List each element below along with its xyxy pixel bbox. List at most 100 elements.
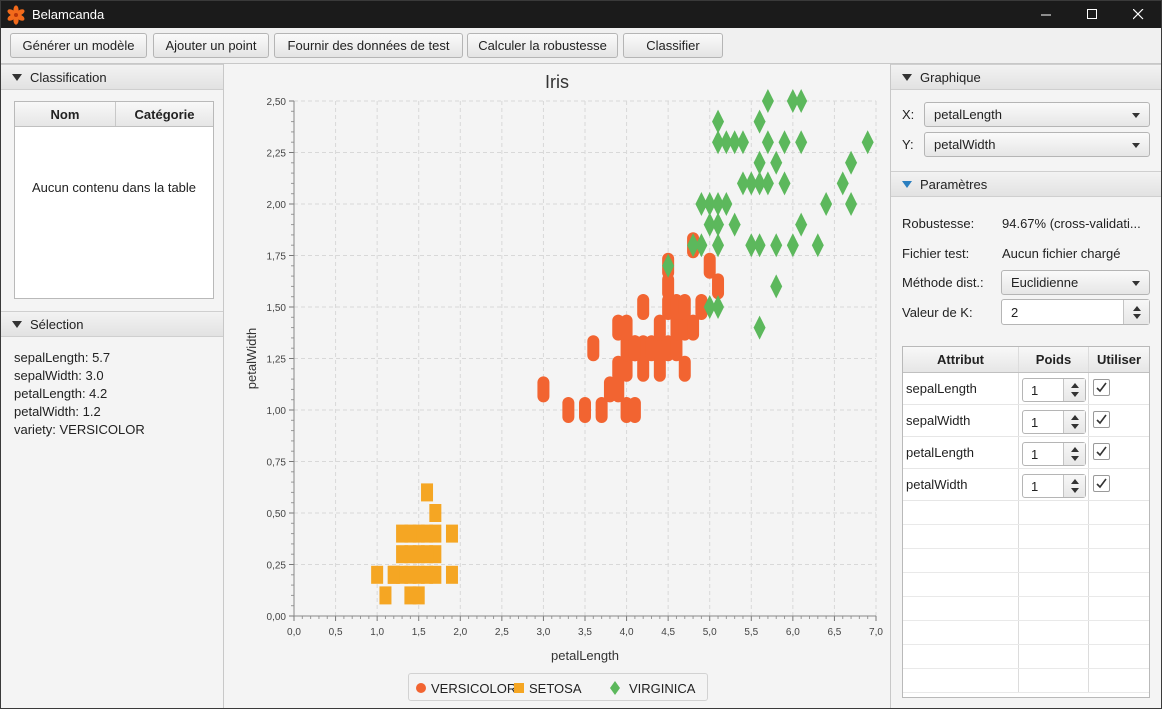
data-point-virginica (778, 171, 791, 196)
increment-arrow-icon[interactable] (1071, 479, 1079, 484)
scatter-chart[interactable]: 0,0 0,5 1,0 1,5 2,0 2,5 3,0 3,5 4,0 4,5 5,0 5,5 6,0 6… (224, 64, 890, 664)
empty-cell (1019, 597, 1089, 620)
empty-cell (903, 645, 1019, 668)
selection-section-header[interactable]: Sélection (1, 311, 223, 337)
attribute-row[interactable]: sepalLength 1 (903, 373, 1149, 405)
y-tick-label: 0,00 (267, 612, 287, 623)
data-point-setosa (429, 524, 442, 543)
decrement-arrow-icon[interactable] (1071, 488, 1079, 493)
y-tick-label: 2,50 (267, 97, 287, 108)
spinner-buttons[interactable] (1063, 443, 1085, 465)
data-point-versicolor (628, 335, 641, 362)
data-point-virginica (845, 150, 858, 175)
graphique-section-header[interactable]: Graphique (891, 64, 1161, 90)
close-icon (1132, 9, 1143, 20)
maximize-icon (1086, 9, 1097, 19)
column-header-nom[interactable]: Nom (15, 102, 116, 126)
data-point-virginica (753, 150, 766, 175)
classification-section-header[interactable]: Classification (1, 64, 223, 90)
use-checkbox[interactable] (1093, 411, 1110, 428)
data-point-versicolor (579, 397, 591, 423)
y-tick-label: 1,00 (267, 406, 287, 417)
empty-cell (1019, 573, 1089, 596)
data-point-virginica (811, 233, 824, 258)
increment-arrow-icon[interactable] (1133, 306, 1141, 311)
weight-spinner[interactable]: 1 (1022, 410, 1086, 434)
checkmark-icon (1096, 414, 1107, 425)
attribute-row[interactable]: petalLength 1 (903, 437, 1149, 469)
column-header-poids[interactable]: Poids (1019, 347, 1089, 372)
k-value-spinner[interactable]: 2 (1001, 299, 1150, 325)
attributes-table[interactable]: Attribut Poids Utiliser sepalLength 1 sepa… (902, 346, 1150, 698)
empty-cell (1019, 645, 1089, 668)
parametres-title: Paramètres (920, 176, 988, 192)
column-header-utiliser[interactable]: Utiliser (1096, 352, 1142, 367)
empty-cell (1019, 621, 1089, 644)
generate-model-button[interactable]: Générer un modèle (10, 33, 147, 58)
spinner-buttons[interactable] (1063, 379, 1085, 401)
weight-spinner[interactable]: 1 (1022, 474, 1086, 498)
data-point-versicolor (678, 294, 691, 320)
use-checkbox[interactable] (1093, 443, 1110, 460)
increment-arrow-icon[interactable] (1071, 383, 1079, 388)
y-tick-label: 0,25 (267, 561, 287, 572)
decrement-arrow-icon[interactable] (1071, 424, 1079, 429)
left-panel: Classification Nom Catégorie Aucun conte… (1, 64, 224, 708)
minimize-button[interactable] (1023, 1, 1069, 28)
window-title: Belamcanda (32, 7, 105, 22)
close-button[interactable] (1115, 1, 1161, 28)
data-point-virginica (712, 295, 725, 319)
spinner-buttons[interactable] (1063, 411, 1085, 433)
x-tick-label: 2,0 (453, 627, 467, 638)
x-tick-label: 4,5 (661, 627, 675, 638)
decrement-arrow-icon[interactable] (1071, 392, 1079, 397)
x-axis-label: X: (902, 106, 915, 122)
data-point-virginica (845, 192, 858, 216)
attribute-name: petalLength (903, 437, 1019, 468)
distance-method-select[interactable]: Euclidienne (1001, 270, 1150, 295)
data-point-setosa (387, 565, 400, 584)
classify-button[interactable]: Classifier (623, 33, 723, 58)
data-point-virginica (836, 171, 849, 196)
maximize-button[interactable] (1069, 1, 1115, 28)
weight-spinner[interactable]: 1 (1022, 442, 1086, 466)
decrement-arrow-icon[interactable] (1133, 314, 1141, 319)
data-point-setosa (445, 565, 458, 584)
increment-arrow-icon[interactable] (1071, 447, 1079, 452)
column-header-categorie[interactable]: Catégorie (134, 106, 195, 122)
data-point-versicolor (537, 376, 550, 403)
data-point-versicolor (712, 273, 725, 300)
empty-table-row (903, 669, 1149, 693)
spinner-buttons[interactable] (1123, 300, 1149, 324)
classification-title: Classification (30, 69, 107, 85)
weight-spinner[interactable]: 1 (1022, 378, 1086, 402)
y-tick-label: 2,25 (267, 149, 287, 160)
use-checkbox[interactable] (1093, 475, 1110, 492)
dropdown-arrow-icon (1132, 281, 1140, 286)
compute-robustness-button[interactable]: Calculer la robustesse (467, 33, 618, 58)
selection-line: petalLength: 4.2 (14, 386, 108, 401)
data-point-virginica (786, 89, 799, 113)
chart-legend: VERSICOLOR SETOSA VIRGINICA (408, 673, 708, 701)
classification-table[interactable]: Nom Catégorie Aucun contenu dans la tabl… (14, 101, 214, 299)
y-axis-select[interactable]: petalWidth (924, 132, 1150, 157)
decrement-arrow-icon[interactable] (1071, 456, 1079, 461)
use-checkbox[interactable] (1093, 379, 1110, 396)
x-tick-label: 6,5 (827, 627, 841, 638)
add-point-button[interactable]: Ajouter un point (153, 33, 269, 58)
parametres-section-header[interactable]: Paramètres (891, 171, 1161, 197)
x-axis-select[interactable]: petalLength (924, 102, 1150, 127)
spinner-buttons[interactable] (1063, 475, 1085, 497)
attribute-row[interactable]: sepalWidth 1 (903, 405, 1149, 437)
empty-table-row (903, 501, 1149, 525)
attribute-row[interactable]: petalWidth 1 (903, 469, 1149, 501)
column-header-attribut[interactable]: Attribut (903, 347, 1019, 372)
data-point-virginica (786, 233, 799, 258)
provide-test-data-button[interactable]: Fournir des données de test (274, 33, 463, 58)
data-point-setosa (429, 504, 442, 522)
minimize-icon (1040, 14, 1051, 16)
window-controls (1023, 1, 1161, 28)
increment-arrow-icon[interactable] (1071, 415, 1079, 420)
data-point-versicolor (628, 397, 641, 423)
data-point-virginica (736, 171, 749, 196)
